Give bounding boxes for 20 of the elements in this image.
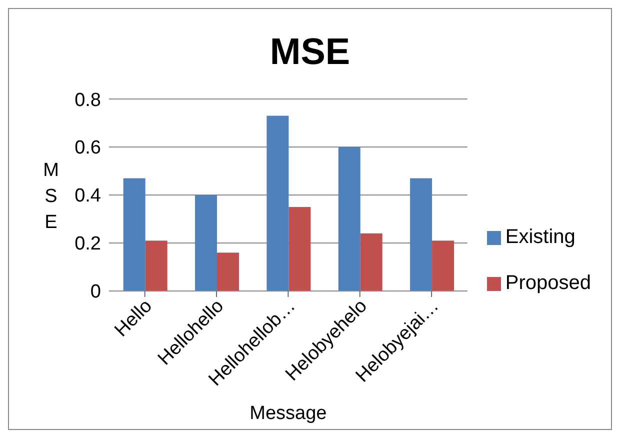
bar	[288, 207, 311, 291]
y-tick-label: 0.2	[74, 234, 101, 255]
y-tick-label: 0.8	[74, 90, 101, 111]
chart-title: MSE	[268, 30, 352, 74]
bar	[217, 252, 240, 291]
legend-label: Proposed	[505, 272, 591, 294]
bar	[338, 147, 360, 291]
bar	[123, 178, 146, 291]
bar	[266, 116, 289, 291]
y-tick-label: 0.4	[74, 186, 102, 207]
bar	[195, 195, 218, 291]
x-axis-title: Message	[250, 403, 327, 424]
bar	[360, 233, 382, 291]
legend-label: Existing	[505, 226, 576, 248]
bar	[145, 240, 168, 291]
bar	[410, 178, 432, 291]
y-axis-title: MSE	[43, 160, 59, 233]
bar	[432, 240, 454, 291]
y-tick-label: 0.6	[74, 138, 101, 159]
y-tick-label: 0	[90, 282, 101, 303]
